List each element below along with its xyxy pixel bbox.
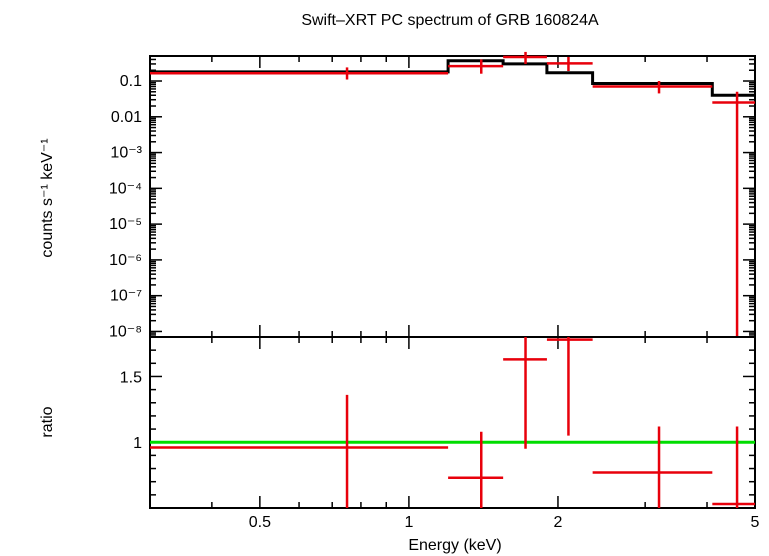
ratio-panel: 0.5 1 2 5 1 1.5 [120, 336, 760, 531]
x-tick-label: 0.5 [249, 514, 271, 531]
spectrum-data-point [546, 56, 593, 72]
ratio-data-point [546, 337, 593, 436]
spectrum-data-point [448, 59, 504, 74]
spectrum-data-point [503, 51, 547, 64]
spectrum-data-point [150, 67, 449, 80]
top-y-tick-label: 10⁻³ [110, 145, 142, 162]
ratio-data-point [503, 337, 547, 449]
top-y-tick-label: 10⁻⁶ [109, 252, 142, 269]
bottom-y-tick-label: 1.5 [120, 369, 142, 386]
x-axis-label: Energy (keV) [408, 537, 501, 554]
top-y-tick-label: 0.1 [120, 73, 142, 90]
top-y-tick-label: 10⁻⁴ [109, 180, 142, 197]
ratio-data-point [150, 394, 449, 508]
ratio-data-point [448, 431, 504, 508]
bottom-plot-frame [149, 336, 756, 509]
top-plot-frame [149, 55, 756, 338]
top-y-tick-label: 10⁻⁵ [109, 216, 142, 233]
x-tick-label: 2 [554, 514, 563, 531]
spectrum-panel: 0.1 0.01 10⁻³ 10⁻⁴ 10⁻⁵ 10⁻⁶ 10⁻⁷ 10⁻⁸ [109, 51, 756, 340]
top-y-axis-label: counts s⁻¹ keV⁻¹ [39, 138, 56, 257]
bottom-y-tick-label: 1 [133, 435, 142, 452]
top-y-tick-label: 10⁻⁷ [110, 288, 142, 305]
top-y-tick-label: 10⁻⁸ [109, 323, 142, 340]
chart-title: Swift–XRT PC spectrum of GRB 160824A [301, 12, 599, 29]
spectrum-data-point [592, 81, 713, 94]
top-y-tick-label: 0.01 [111, 109, 142, 126]
x-tick-label: 5 [751, 514, 760, 531]
spectrum-data-point [712, 91, 755, 337]
ratio-data-point [712, 426, 755, 508]
bottom-y-axis-label: ratio [39, 406, 56, 437]
ratio-data-point [592, 426, 713, 508]
x-tick-label: 1 [404, 514, 413, 531]
